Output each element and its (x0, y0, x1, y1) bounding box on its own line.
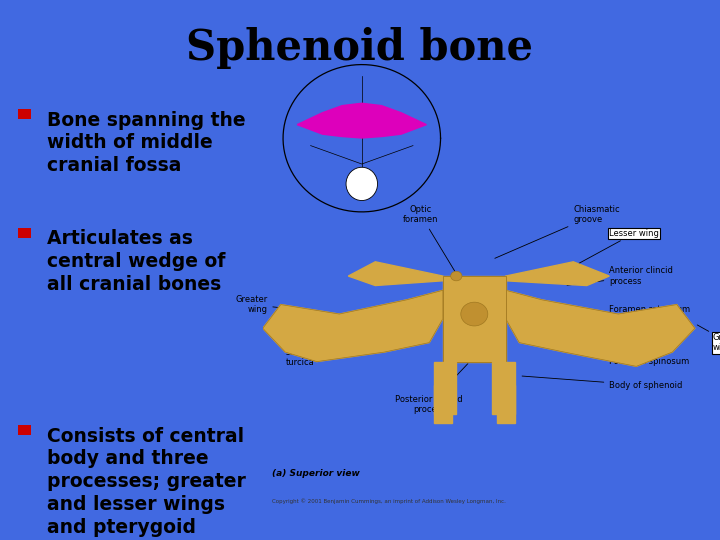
Text: Body of sphenoid: Body of sphenoid (522, 376, 683, 390)
Text: Sphenoid bone: Sphenoid bone (186, 27, 534, 69)
Text: Articulates as
central wedge of
all cranial bones: Articulates as central wedge of all cran… (47, 230, 225, 294)
Text: (a) Superior view: (a) Superior view (272, 469, 360, 478)
Text: Optic
foramen: Optic foramen (402, 205, 455, 271)
Text: Consists of central
body and three
processes; greater
and lesser wings
and ptery: Consists of central body and three proce… (47, 427, 252, 540)
Text: Greater
wing: Greater wing (697, 325, 720, 352)
Ellipse shape (346, 167, 377, 200)
Bar (18, 109, 31, 119)
Text: Greater
wing: Greater wing (235, 295, 336, 314)
Text: Posterior clinoid
process: Posterior clinoid process (395, 363, 468, 414)
Ellipse shape (451, 271, 462, 281)
Polygon shape (505, 291, 695, 366)
Polygon shape (492, 362, 515, 414)
Polygon shape (348, 262, 443, 286)
Bar (18, 425, 31, 435)
Text: Bone spanning the
width of middle
cranial fossa: Bone spanning the width of middle crania… (47, 111, 246, 175)
Text: Anterior clincid
process: Anterior clincid process (567, 266, 673, 286)
Text: Chiasmatic
groove: Chiasmatic groove (495, 205, 620, 258)
Polygon shape (497, 386, 515, 423)
Text: Foramen spinosum: Foramen spinosum (594, 353, 690, 366)
Text: Hypophyseal
fossa of
sella
turcica: Hypophyseal fossa of sella turcica (285, 315, 445, 367)
Polygon shape (433, 362, 456, 414)
Polygon shape (263, 291, 443, 362)
Ellipse shape (461, 302, 488, 326)
Text: Foramen rotundum: Foramen rotundum (558, 305, 690, 314)
Text: Copyright © 2001 Benjamin Cummings, an imprint of Addison Wesley Longman, Inc.: Copyright © 2001 Benjamin Cummings, an i… (272, 498, 505, 504)
Bar (18, 228, 31, 238)
Text: Lesser wing: Lesser wing (567, 229, 660, 270)
Polygon shape (297, 103, 426, 138)
Text: Foramen ovale: Foramen ovale (576, 333, 672, 342)
Polygon shape (433, 386, 452, 423)
Polygon shape (505, 262, 609, 286)
Polygon shape (443, 276, 505, 362)
